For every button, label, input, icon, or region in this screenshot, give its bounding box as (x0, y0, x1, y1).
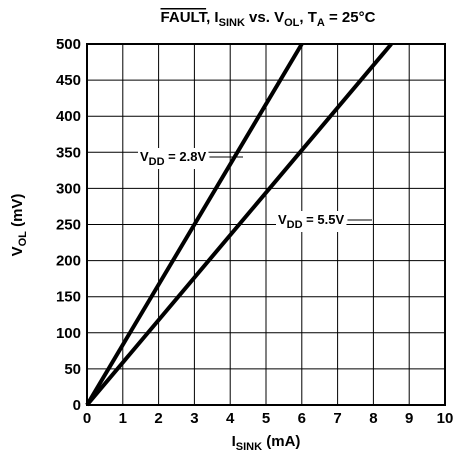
y-tick-label: 350 (56, 144, 81, 161)
label-part: V (9, 246, 26, 256)
plot-frame (86, 43, 446, 406)
annotation-bg (276, 211, 347, 232)
chart-title: FAULT, ISINK vs. VOL, TA = 25°C (161, 9, 376, 29)
y-tick-label: 0 (73, 397, 81, 414)
title-part: FAULT (161, 9, 208, 26)
label-part: OL (17, 231, 29, 247)
title-part: , T (299, 9, 317, 26)
y-tick-label: 250 (56, 217, 81, 234)
title-part: , I (206, 9, 219, 26)
annotation-part: DD (287, 219, 303, 231)
x-tick-label: 3 (190, 410, 198, 427)
y-tick-label: 200 (56, 253, 81, 270)
y-tick-label: 400 (56, 108, 81, 125)
y-tick-label: 450 (56, 72, 81, 89)
title-part: = 25°C (325, 9, 376, 26)
y-tick-label: 100 (56, 325, 81, 342)
series-line (85, 42, 393, 407)
annotation-part: = 2.8V (165, 149, 207, 164)
series-line (85, 42, 304, 407)
x-tick-label: 8 (369, 410, 377, 427)
x-tick-label: 6 (298, 410, 306, 427)
label-part: I (232, 433, 236, 450)
label-part: (mV) (9, 194, 26, 232)
y-tick-label: 300 (56, 180, 81, 197)
label-part: (mA) (262, 433, 300, 450)
annotation-part: DD (149, 156, 165, 168)
x-tick-label: 0 (83, 410, 91, 427)
x-tick-label: 10 (437, 410, 454, 427)
annotation: VDD = 5.5V (278, 212, 344, 231)
title-part: OL (284, 17, 300, 29)
x-tick-label: 7 (333, 410, 341, 427)
title-part: vs. V (245, 9, 284, 26)
annotation-part: = 5.5V (303, 212, 345, 227)
annotation: VDD = 2.8V (140, 149, 206, 168)
annotation-bg (138, 148, 209, 169)
title-part: A (317, 17, 325, 29)
x-tick-label: 5 (262, 410, 270, 427)
title-part: SINK (219, 17, 245, 29)
label-part: SINK (236, 441, 262, 453)
x-tick-label: 2 (154, 410, 162, 427)
y-tick-label: 50 (64, 361, 81, 378)
annotation-part: V (140, 149, 149, 164)
x-tick-label: 4 (226, 410, 235, 427)
y-tick-label: 500 (56, 36, 81, 53)
x-axis-label: ISINK (mA) (232, 433, 301, 453)
y-axis-label: VOL (mV) (9, 194, 29, 257)
x-tick-label: 9 (405, 410, 413, 427)
y-tick-label: 150 (56, 289, 81, 306)
annotation-part: V (278, 212, 287, 227)
x-tick-label: 1 (119, 410, 127, 427)
